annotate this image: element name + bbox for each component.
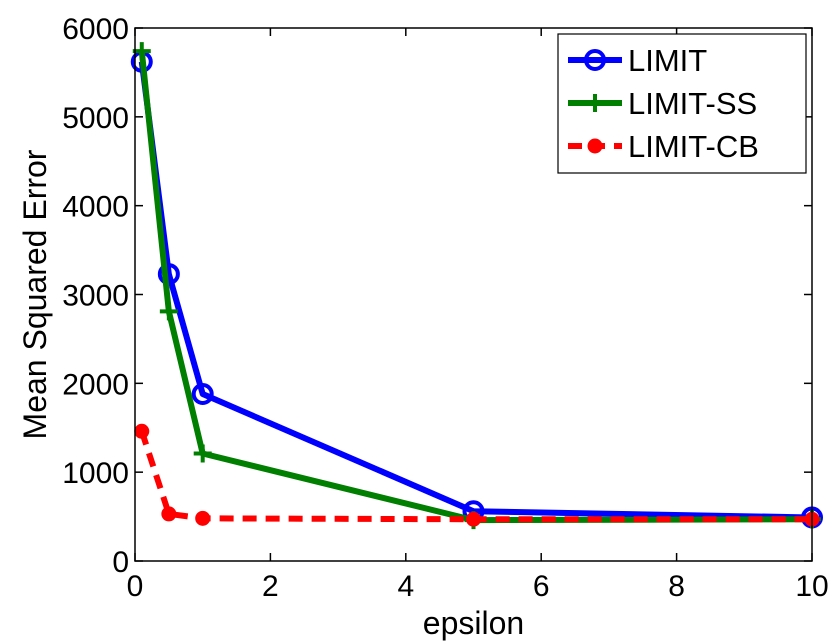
y-tick-label: 1000 <box>62 457 129 490</box>
y-axis-label: Mean Squared Error <box>17 149 53 439</box>
y-tick-label: 0 <box>112 546 129 579</box>
y-tick-label: 3000 <box>62 280 129 313</box>
series-layer <box>130 42 823 530</box>
data-point-limit-ss <box>193 444 212 463</box>
data-point-limit-ss <box>132 42 151 61</box>
axis-ticks <box>134 27 813 562</box>
series-limit-cb <box>134 423 820 527</box>
x-tick-label: 4 <box>397 570 414 603</box>
data-point-limit <box>191 382 214 405</box>
legend-marker <box>586 94 604 112</box>
data-point-limit-cb <box>466 511 481 527</box>
y-tick-label: 2000 <box>62 368 129 401</box>
y-tick-label: 4000 <box>62 191 129 224</box>
data-point-limit-cb <box>161 506 177 522</box>
legend: LIMIT LIMIT-SS LIMIT-CB <box>557 33 807 174</box>
y-tick-label: 5000 <box>62 102 129 135</box>
x-tick-label: 8 <box>668 570 685 603</box>
x-tick-label: 0 <box>127 570 144 603</box>
y-tick-label: 6000 <box>62 13 129 46</box>
legend-entry-limit-cb: LIMIT-CB <box>568 129 759 164</box>
data-point-limit-cb <box>134 423 150 439</box>
y-tick-labels: 0 1000 2000 3000 4000 5000 6000 <box>62 13 129 579</box>
x-axis-label: epsilon <box>423 605 524 641</box>
legend-entry-limit: LIMIT <box>568 43 707 78</box>
data-point-limit-cb <box>195 510 211 526</box>
x-tick-label: 6 <box>533 570 550 603</box>
series-line-limit-cb <box>138 430 812 523</box>
legend-label: LIMIT-CB <box>628 129 759 164</box>
x-tick-label: 2 <box>262 570 279 603</box>
data-point-limit-ss <box>159 302 178 321</box>
x-tick-labels: 0 2 4 6 8 10 <box>127 570 829 603</box>
legend-marker <box>587 138 603 154</box>
legend-label: LIMIT-SS <box>628 86 757 121</box>
x-tick-label: 10 <box>795 570 828 603</box>
legend-entry-limit-ss: LIMIT-SS <box>568 86 757 121</box>
legend-label: LIMIT <box>628 43 707 78</box>
legend-marker <box>584 49 606 71</box>
